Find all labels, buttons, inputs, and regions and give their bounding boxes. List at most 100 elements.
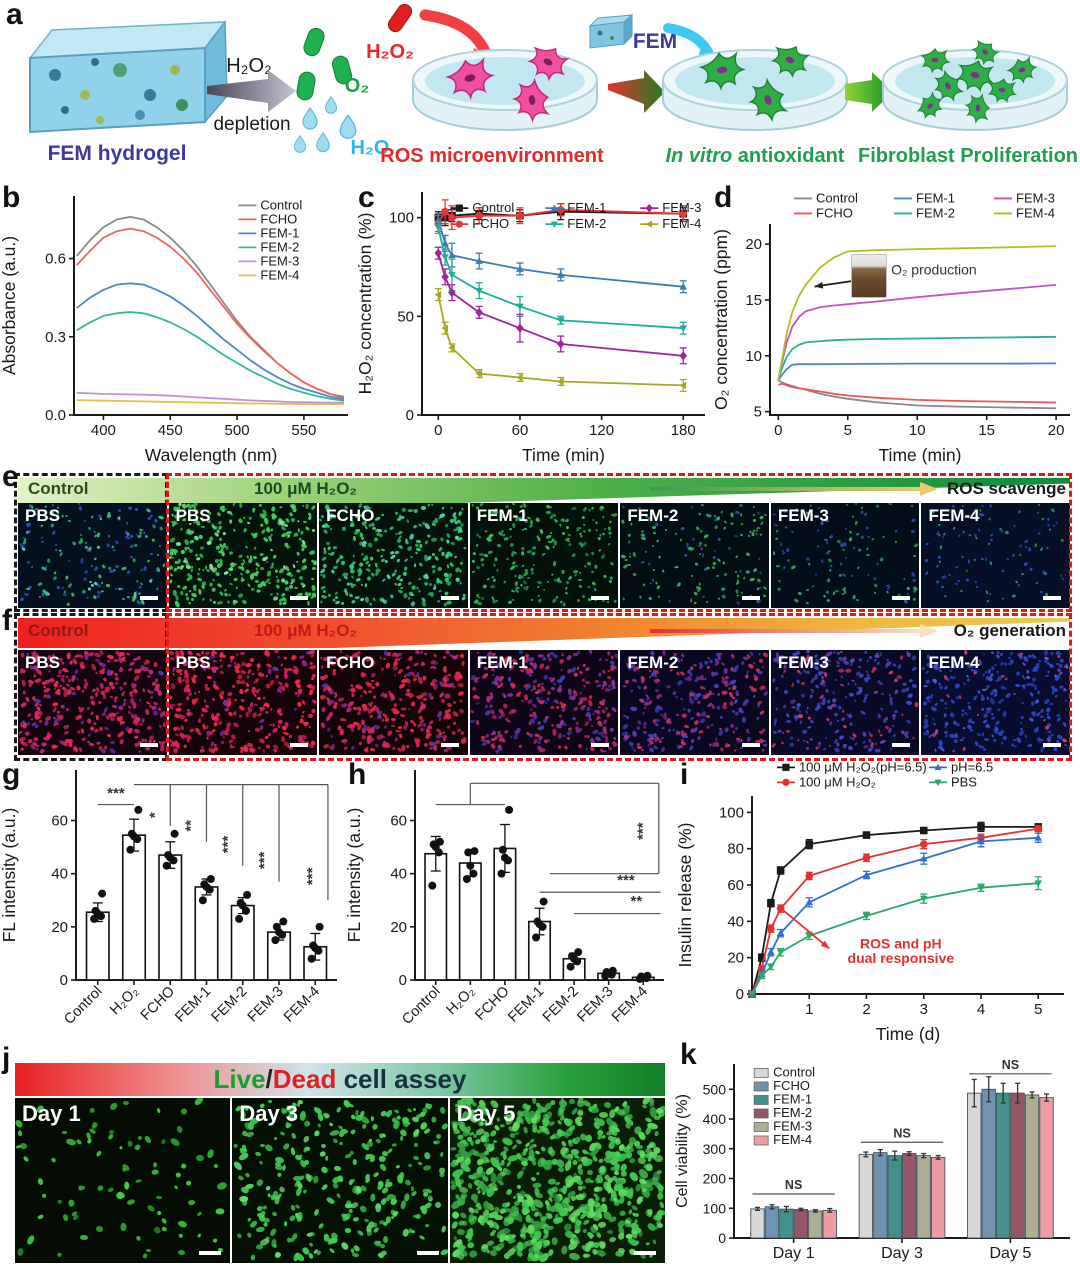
svg-text:4: 4 bbox=[977, 1001, 985, 1018]
panel-f-header: Control 100 μM H₂O₂ O₂ generation bbox=[18, 618, 1070, 648]
scale-bar bbox=[139, 743, 158, 747]
panel-label-a: a bbox=[6, 0, 23, 30]
svg-text:20: 20 bbox=[1048, 422, 1065, 439]
svg-text:10: 10 bbox=[745, 348, 762, 365]
svg-text:Time (min): Time (min) bbox=[522, 445, 605, 465]
svg-text:O₂ production: O₂ production bbox=[891, 261, 977, 277]
panel-label-f: f bbox=[2, 606, 12, 636]
svg-text:FEM-4: FEM-4 bbox=[773, 1132, 812, 1147]
svg-text:FCHO: FCHO bbox=[773, 1078, 810, 1093]
svg-text:Time (min): Time (min) bbox=[879, 445, 962, 465]
panel-label-b: b bbox=[2, 183, 20, 213]
svg-text:FEM-2: FEM-2 bbox=[567, 216, 606, 231]
svg-text:Control: Control bbox=[399, 984, 443, 1028]
water-droplets bbox=[293, 95, 357, 153]
scale-bar bbox=[633, 1251, 656, 1255]
micro-label: FEM-1 bbox=[477, 653, 528, 673]
svg-text:20: 20 bbox=[51, 919, 68, 936]
f-header-h2o2-label: 100 μM H₂O₂ bbox=[254, 621, 357, 641]
panel-f-images: PBS PBS FCHO FEM-1 FEM-2 FEM-3 FEM-4 bbox=[18, 650, 1071, 755]
svg-text:FL intensity (a.u.): FL intensity (a.u.) bbox=[0, 808, 19, 943]
svg-text:Day 5: Day 5 bbox=[989, 1245, 1031, 1262]
micro-e-fem3: FEM-3 bbox=[770, 503, 920, 608]
fem-hydrogel-illustration bbox=[28, 19, 228, 134]
micro-label: Day 1 bbox=[22, 1101, 81, 1127]
svg-text:0.6: 0.6 bbox=[45, 251, 66, 268]
svg-text:400: 400 bbox=[703, 1111, 727, 1127]
dish-antioxidant bbox=[662, 40, 848, 131]
svg-text:500: 500 bbox=[703, 1081, 727, 1097]
live-label: Live bbox=[214, 1064, 266, 1094]
micro-e-pbs: PBS bbox=[168, 503, 318, 608]
chart-fl-intensity-ros: 0 20 40 60 FL intensity (a.u.) Control H₂O₂FCH… bbox=[0, 770, 337, 1028]
svg-text:0.0: 0.0 bbox=[45, 407, 66, 424]
svg-text:0: 0 bbox=[399, 972, 407, 989]
svg-text:80: 80 bbox=[727, 841, 744, 858]
svg-text:40: 40 bbox=[727, 913, 744, 930]
panel-label-k: k bbox=[680, 1040, 697, 1070]
micro-label: FEM-2 bbox=[627, 506, 678, 526]
o2-production-photo bbox=[851, 254, 887, 298]
micro-f-pbs: PBS bbox=[168, 650, 318, 755]
scale-bar bbox=[591, 743, 610, 747]
svg-text:dual responsive: dual responsive bbox=[848, 950, 955, 966]
svg-text:ROS and pH: ROS and pH bbox=[860, 936, 942, 952]
svg-text:FEM-4: FEM-4 bbox=[260, 267, 299, 282]
svg-text:O₂ concentration (ppm): O₂ concentration (ppm) bbox=[712, 229, 731, 410]
svg-text:500: 500 bbox=[225, 422, 250, 439]
svg-text:60: 60 bbox=[390, 813, 407, 830]
svg-text:3: 3 bbox=[920, 1001, 928, 1018]
svg-text:5: 5 bbox=[754, 404, 762, 421]
scale-bar bbox=[416, 1251, 439, 1255]
chart-cell-viability: 0 100 200 300 400 500 Cell viability (%) Day 1 D… bbox=[674, 1058, 1070, 1262]
svg-text:2: 2 bbox=[862, 1001, 870, 1018]
svg-text:550: 550 bbox=[291, 422, 316, 439]
svg-text:FEM-4: FEM-4 bbox=[281, 984, 323, 1026]
svg-text:FEM-1: FEM-1 bbox=[916, 190, 955, 205]
panel-label-i: i bbox=[680, 760, 688, 790]
svg-text:20: 20 bbox=[727, 950, 744, 967]
svg-text:NS: NS bbox=[1002, 1058, 1019, 1072]
svg-text:FCHO: FCHO bbox=[472, 216, 509, 231]
svg-text:100: 100 bbox=[719, 804, 744, 821]
svg-text:FEM-4: FEM-4 bbox=[662, 216, 701, 231]
panel-a-schematic: FEM hydrogel H₂O₂ depletion O₂ H₂O H₂O₂ bbox=[28, 3, 1078, 167]
svg-text:NS: NS bbox=[893, 1126, 910, 1140]
svg-text:FCHO: FCHO bbox=[260, 211, 297, 226]
cell-assay-label: cell assey bbox=[336, 1064, 467, 1094]
micro-label: PBS bbox=[176, 653, 211, 673]
f-header-o2-generation-label: O₂ generation bbox=[954, 621, 1066, 641]
svg-text:FL intensity (a.u.): FL intensity (a.u.) bbox=[345, 808, 364, 943]
svg-text:0: 0 bbox=[774, 422, 782, 439]
micro-label: Day 5 bbox=[457, 1101, 516, 1127]
svg-text:NS: NS bbox=[785, 1178, 802, 1192]
micro-f-fem3: FEM-3 bbox=[770, 650, 920, 755]
panel-j-header: Live/Dead cell assey bbox=[15, 1063, 665, 1096]
scale-bar bbox=[139, 596, 158, 600]
ros-scavenge-arrow-icon bbox=[650, 482, 938, 496]
fem-arrow bbox=[663, 23, 715, 61]
svg-text:100 μM H₂O₂(pH=6.5): 100 μM H₂O₂(pH=6.5) bbox=[799, 760, 927, 774]
chart-insulin-release: 0 20 40 60 80 100 Insulin release (%) 1 2 3 4 5 Time… bbox=[676, 760, 1064, 1044]
chart-h2o2-concentration: 0 50 100 H₂O₂ concentration (%) 0 60 120 180 Tim… bbox=[356, 192, 705, 465]
micro-f-fem4: FEM-4 bbox=[921, 650, 1071, 755]
scale-bar bbox=[892, 596, 911, 600]
svg-text:pH=6.5: pH=6.5 bbox=[951, 760, 993, 774]
svg-text:FEM-2: FEM-2 bbox=[209, 984, 251, 1026]
svg-text:50: 50 bbox=[397, 308, 414, 325]
svg-text:Control: Control bbox=[260, 197, 302, 212]
e-header-control-label: Control bbox=[28, 479, 88, 499]
e-header-h2o2-label: 100 μM H₂O₂ bbox=[254, 479, 357, 499]
svg-text:20: 20 bbox=[745, 236, 762, 253]
micro-e-fem4: FEM-4 bbox=[921, 503, 1071, 608]
svg-text:60: 60 bbox=[512, 422, 529, 439]
scale-bar bbox=[591, 596, 610, 600]
svg-text:FCHO: FCHO bbox=[472, 984, 512, 1024]
scale-bar bbox=[1043, 743, 1062, 747]
svg-text:FEM-3: FEM-3 bbox=[1016, 190, 1055, 205]
depletion-arrow bbox=[207, 70, 296, 112]
scale-bar bbox=[290, 743, 309, 747]
